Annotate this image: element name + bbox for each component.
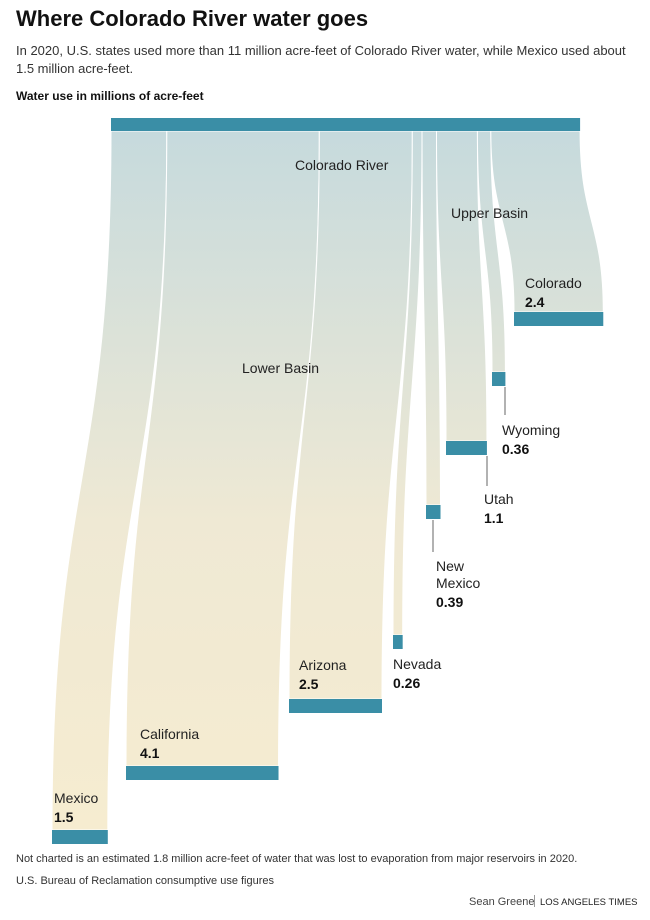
footnote: Not charted is an estimated 1.8 million …	[16, 853, 578, 865]
source-node-label: Colorado River	[295, 157, 389, 173]
destination-bar	[446, 441, 487, 455]
flow	[435, 130, 488, 442]
destination-bar	[289, 699, 382, 713]
value-label: 1.1	[484, 510, 504, 526]
destination-label: New Mexico	[436, 558, 481, 591]
destination-bar	[126, 766, 279, 780]
source-note: U.S. Bureau of Reclamation consumptive u…	[16, 875, 275, 887]
credit-author: Sean Greene	[469, 896, 535, 908]
value-label: 0.36	[502, 441, 530, 457]
chart-title: Where Colorado River water goes	[16, 6, 369, 31]
destination-label: Utah	[484, 491, 514, 507]
destination-label: Mexico	[54, 790, 99, 806]
destination-bar	[514, 312, 604, 326]
group-label: Upper Basin	[451, 205, 529, 221]
value-label: 2.5	[299, 676, 319, 692]
destination-label: Arizona	[299, 657, 347, 673]
credit-outlet: LOS ANGELES TIMES	[540, 897, 638, 908]
destination-label: Wyoming	[502, 422, 561, 438]
value-label: 0.26	[393, 675, 421, 691]
value-label: 4.1	[140, 745, 160, 761]
value-label: 2.4	[525, 294, 545, 310]
chart-subtitle: In 2020, U.S. states used more than 11 m…	[16, 43, 626, 76]
destination-bar	[426, 505, 441, 519]
destination-label: Colorado	[525, 275, 582, 291]
destination-bar	[52, 830, 108, 844]
value-label: 0.39	[436, 594, 464, 610]
credit-separator	[534, 895, 535, 907]
axis-label: Water use in millions of acre-feet	[16, 89, 204, 103]
source-bar	[111, 118, 581, 131]
destination-bar	[492, 372, 506, 386]
value-label: 1.5	[54, 809, 74, 825]
destination-label: Nevada	[393, 656, 442, 672]
destination-label: California	[140, 726, 200, 742]
group-label: Lower Basin	[242, 360, 320, 376]
destination-bar	[393, 635, 403, 649]
